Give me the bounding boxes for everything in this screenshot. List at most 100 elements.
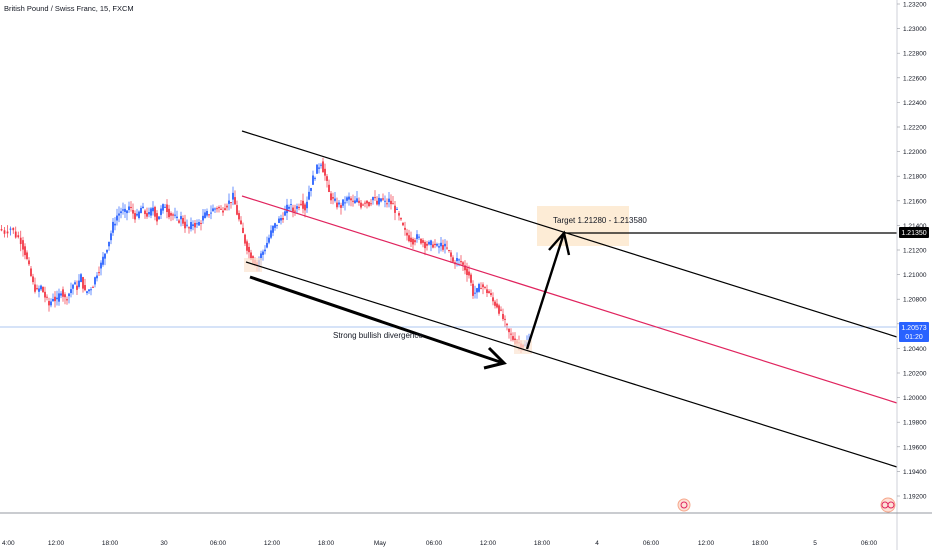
candle-body — [86, 291, 88, 294]
candle-body — [332, 197, 334, 199]
candle-body — [156, 213, 158, 222]
candle-body — [38, 288, 40, 292]
price-tick-label: 1.21000 — [903, 272, 927, 279]
candle-body — [484, 286, 486, 288]
candle-body — [422, 240, 424, 243]
price-tick-label: 1.20800 — [903, 297, 927, 304]
candle-body — [298, 206, 300, 208]
candle-body — [234, 197, 236, 205]
candle-body — [462, 262, 464, 265]
price-tick-label: 1.20400 — [903, 346, 927, 353]
time-tick-label: 18:00 — [102, 540, 119, 547]
candle-body — [382, 198, 384, 200]
candle-body — [24, 246, 26, 256]
candle-body — [142, 206, 144, 209]
candle-body — [480, 288, 482, 290]
candle-body — [100, 262, 102, 269]
candle-body — [102, 256, 104, 265]
candle-body — [58, 293, 60, 302]
candle-body — [404, 227, 406, 230]
candle-body — [434, 243, 436, 246]
candle-body — [296, 206, 298, 209]
candle-body — [224, 208, 226, 210]
candle-body — [420, 238, 422, 244]
candle-body — [180, 216, 182, 220]
time-tick-label: 12:00 — [698, 540, 715, 547]
time-tick-label: 18:00 — [752, 540, 769, 547]
candle-body — [128, 206, 130, 211]
candle-body — [98, 272, 100, 274]
candle-body — [428, 241, 430, 245]
candle-body — [364, 202, 366, 204]
candle-body — [196, 223, 198, 225]
candle-body — [138, 211, 140, 219]
candle-body — [414, 240, 416, 243]
time-tick-label: 12:00 — [264, 540, 281, 547]
candle-body — [494, 301, 496, 306]
candle-body — [114, 223, 116, 226]
candle-body — [226, 205, 228, 208]
time-tick-label: 4:00 — [2, 540, 15, 547]
candle-body — [218, 206, 220, 209]
time-axis[interactable]: 4:00 12:00 18:00 30 06:00 12:00 18:00 May 06:00 1… — [2, 540, 878, 547]
candle-body — [14, 231, 17, 238]
candle-body — [502, 313, 504, 320]
candle-body — [148, 212, 150, 215]
event-cluster-icon[interactable] — [880, 497, 896, 513]
candle-body — [426, 243, 428, 246]
candle-body — [358, 200, 360, 203]
candle-body — [244, 234, 246, 244]
candle-body — [356, 198, 358, 203]
divergence-highlight — [244, 258, 262, 272]
candle-body — [346, 197, 348, 201]
candle-body — [286, 204, 288, 214]
price-tick-label: 1.21200 — [903, 248, 927, 255]
price-tick-label: 1.22400 — [903, 100, 927, 107]
price-tick-label: 1.21600 — [903, 198, 927, 205]
candle-body — [338, 202, 340, 205]
target-arrow-head — [548, 230, 571, 256]
event-marker-icon[interactable] — [677, 498, 691, 512]
price-tick-label: 1.23200 — [903, 2, 927, 9]
candle-body — [402, 222, 404, 226]
candle-body — [110, 233, 112, 241]
candle-body — [12, 227, 15, 231]
candle-body — [240, 220, 242, 224]
candle-body — [304, 204, 306, 211]
candle-body — [368, 202, 370, 207]
candle-body — [324, 168, 326, 176]
candle-body — [36, 288, 38, 290]
candle-body — [306, 201, 308, 209]
candle-body — [378, 197, 380, 205]
candle-body — [44, 291, 46, 298]
candle-body — [116, 215, 118, 221]
candle-body — [412, 238, 414, 245]
candle-body — [32, 276, 34, 283]
candle-body — [120, 211, 122, 214]
candle-body — [432, 244, 434, 248]
candle-body — [360, 202, 362, 208]
candle-body — [262, 251, 264, 255]
candle-body — [482, 284, 484, 288]
target-price-tag: 1.21350 — [899, 227, 929, 238]
target-arrow-shaft — [525, 232, 566, 350]
candle-body — [96, 275, 98, 279]
candle-body — [154, 206, 156, 217]
candle-body — [126, 210, 128, 214]
candle-body — [88, 289, 90, 292]
candle-body — [210, 212, 212, 214]
candle-body — [198, 221, 200, 226]
candle-body — [384, 200, 386, 202]
candle-body — [216, 208, 218, 210]
candle-body — [278, 218, 280, 223]
candle-body — [202, 215, 204, 221]
candle-body — [406, 232, 408, 236]
time-tick-label: 5 — [813, 540, 817, 547]
candle-body — [92, 286, 94, 288]
candle-body — [62, 289, 64, 297]
candle-body — [108, 241, 110, 247]
candle-body — [56, 297, 58, 300]
time-tick-label: 06:00 — [210, 540, 227, 547]
